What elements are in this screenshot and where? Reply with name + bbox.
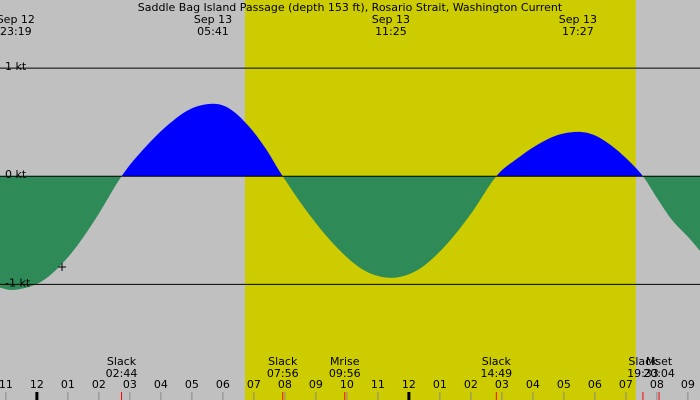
event-label: Slack — [268, 355, 298, 368]
peak-time: 23:19 — [0, 25, 32, 38]
x-tick-label: 12 — [402, 378, 416, 391]
x-tick-label: 11 — [371, 378, 385, 391]
x-tick-label: 08 — [650, 378, 664, 391]
peak-time: 05:41 — [197, 25, 229, 38]
event-label: Mrise — [330, 355, 360, 368]
x-tick-label: 03 — [495, 378, 509, 391]
x-tick-label: 04 — [526, 378, 540, 391]
event-label: Slack — [628, 355, 658, 368]
peak-date: Sep 13 — [559, 13, 597, 26]
event-time: 02:44 — [106, 367, 138, 380]
current-marker — [58, 263, 66, 271]
x-tick-label: 05 — [557, 378, 571, 391]
event-time: 07:56 — [267, 367, 299, 380]
event-label: Slack — [482, 355, 512, 368]
x-tick-label: 01 — [61, 378, 75, 391]
x-tick-label: 02 — [464, 378, 478, 391]
ebb-area — [0, 176, 700, 290]
peak-date: Sep 12 — [0, 13, 35, 26]
x-tick-label: 08 — [278, 378, 292, 391]
x-tick-label: 09 — [681, 378, 695, 391]
event-time: 20:04 — [643, 367, 675, 380]
x-tick-label: 12 — [30, 378, 44, 391]
y-tick-label: 1 kt — [5, 60, 27, 73]
peak-time: 17:27 — [562, 25, 594, 38]
event-time: 09:56 — [329, 367, 361, 380]
x-tick-label: 10 — [340, 378, 354, 391]
x-tick-label: 04 — [154, 378, 168, 391]
peak-date: Sep 13 — [194, 13, 232, 26]
event-label: Mset — [646, 355, 673, 368]
x-tick-label: 06 — [216, 378, 230, 391]
x-tick-label: 07 — [619, 378, 633, 391]
flood-area — [0, 103, 700, 177]
x-tick-label: 11 — [0, 378, 13, 391]
event-label: Slack — [107, 355, 137, 368]
x-tick-label: 03 — [123, 378, 137, 391]
y-tick-label: -1 kt — [5, 276, 31, 289]
peak-date: Sep 13 — [372, 13, 410, 26]
x-tick-label: 07 — [247, 378, 261, 391]
x-tick-label: 09 — [309, 378, 323, 391]
event-time: 19:33 — [627, 367, 659, 380]
x-tick-label: 05 — [185, 378, 199, 391]
event-time: 14:49 — [480, 367, 512, 380]
y-tick-label: 0 kt — [5, 168, 27, 181]
x-tick-label: 02 — [92, 378, 106, 391]
chart-title: Saddle Bag Island Passage (depth 153 ft)… — [138, 1, 563, 14]
x-tick-label: 01 — [433, 378, 447, 391]
x-tick-label: 06 — [588, 378, 602, 391]
peak-time: 11:25 — [375, 25, 407, 38]
